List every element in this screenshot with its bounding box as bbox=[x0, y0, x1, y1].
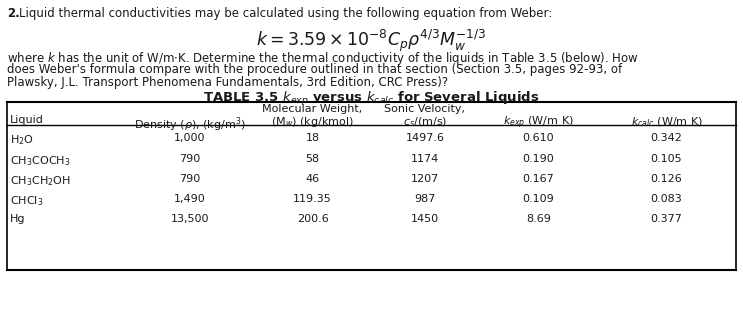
Text: $k_{exp}$ (W/m K): $k_{exp}$ (W/m K) bbox=[503, 115, 574, 131]
Text: 0.377: 0.377 bbox=[651, 214, 682, 224]
Text: Liquid: Liquid bbox=[10, 115, 44, 125]
Text: 0.342: 0.342 bbox=[651, 133, 682, 143]
Text: Molecular Weight,: Molecular Weight, bbox=[262, 104, 363, 114]
Text: 0.190: 0.190 bbox=[522, 154, 554, 164]
Text: 58: 58 bbox=[305, 154, 319, 164]
Text: where $k$ has the unit of W/m$\cdot$K. Determine the thermal conductivity of the: where $k$ has the unit of W/m$\cdot$K. D… bbox=[7, 50, 639, 67]
Text: TABLE 3.5 $k_{exp}$ versus $k_{calc}$ for Several Liquids: TABLE 3.5 $k_{exp}$ versus $k_{calc}$ fo… bbox=[203, 90, 539, 108]
Text: 1,490: 1,490 bbox=[174, 194, 206, 204]
Text: 18: 18 bbox=[305, 133, 319, 143]
Text: H$_2$O: H$_2$O bbox=[10, 133, 34, 147]
Text: Density ($\rho$), (kg/m$^3$): Density ($\rho$), (kg/m$^3$) bbox=[134, 115, 246, 134]
Text: 0.109: 0.109 bbox=[522, 194, 554, 204]
Text: 790: 790 bbox=[179, 174, 201, 184]
Text: 0.610: 0.610 bbox=[522, 133, 554, 143]
Text: Sonic Velocity,: Sonic Velocity, bbox=[384, 104, 466, 114]
Text: 8.69: 8.69 bbox=[526, 214, 551, 224]
Text: 790: 790 bbox=[179, 154, 201, 164]
Text: 0.126: 0.126 bbox=[651, 174, 682, 184]
Text: $k = 3.59\times10^{-8}C_{p}\rho^{4/3}M_{w}^{-1/3}$: $k = 3.59\times10^{-8}C_{p}\rho^{4/3}M_{… bbox=[256, 28, 486, 54]
Text: Liquid thermal conductivities may be calculated using the following equation fro: Liquid thermal conductivities may be cal… bbox=[19, 7, 552, 20]
Bar bbox=[7, 102, 736, 270]
Text: CH$_3$COCH$_3$: CH$_3$COCH$_3$ bbox=[10, 154, 71, 168]
Text: 46: 46 bbox=[305, 174, 319, 184]
Text: CH$_3$CH$_2$OH: CH$_3$CH$_2$OH bbox=[10, 174, 71, 188]
Text: 1174: 1174 bbox=[411, 154, 439, 164]
Text: 987: 987 bbox=[415, 194, 435, 204]
Text: CHCl$_3$: CHCl$_3$ bbox=[10, 194, 43, 208]
Text: 0.083: 0.083 bbox=[651, 194, 682, 204]
Text: 1497.6: 1497.6 bbox=[406, 133, 444, 143]
Text: Hg: Hg bbox=[10, 214, 25, 224]
Text: $c_s$/(m/s): $c_s$/(m/s) bbox=[403, 115, 447, 128]
Text: 0.105: 0.105 bbox=[651, 154, 682, 164]
Text: does Weber's formula compare with the procedure outlined in that section (Sectio: does Weber's formula compare with the pr… bbox=[7, 63, 622, 76]
Text: 2.: 2. bbox=[7, 7, 20, 20]
Text: Plawsky, J.L. Transport Phenomena Fundamentals, 3rd Edition, CRC Press)?: Plawsky, J.L. Transport Phenomena Fundam… bbox=[7, 76, 448, 89]
Text: 200.6: 200.6 bbox=[296, 214, 328, 224]
Text: 0.167: 0.167 bbox=[522, 174, 554, 184]
Text: (M$_w$) (kg/kmol): (M$_w$) (kg/kmol) bbox=[271, 115, 354, 129]
Text: 13,500: 13,500 bbox=[171, 214, 210, 224]
Text: $k_{calc}$ (W/m K): $k_{calc}$ (W/m K) bbox=[631, 115, 702, 128]
Text: 1450: 1450 bbox=[411, 214, 439, 224]
Text: 1,000: 1,000 bbox=[175, 133, 206, 143]
Text: 1207: 1207 bbox=[411, 174, 439, 184]
Text: 119.35: 119.35 bbox=[293, 194, 332, 204]
